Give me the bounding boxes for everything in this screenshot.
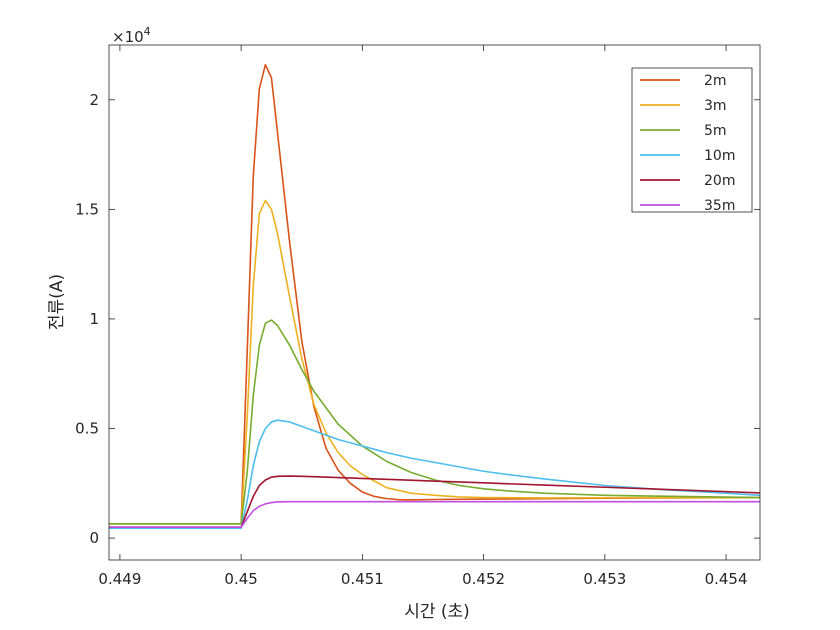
x-axis-label: 시간 (초) [404, 602, 470, 622]
x-tick-label: 0.453 [583, 570, 626, 588]
y-axis-label: 전류(A) [47, 274, 67, 330]
series-line-3m [109, 199, 760, 525]
x-tick-label: 0.452 [462, 570, 505, 588]
y-axis-exponent: ×104 [112, 25, 151, 46]
series-line-20m [109, 475, 760, 528]
y-axis-ticks: 0 0.5 1 1.5 2 [75, 91, 760, 547]
series-line-5m [109, 319, 760, 525]
y-tick-label: 0 [89, 529, 99, 547]
x-tick-label: 0.449 [98, 570, 141, 588]
y-tick-label: 1.5 [75, 200, 99, 218]
legend-label-20m: 20m [704, 173, 735, 189]
x-tick-label: 0.45 [224, 570, 257, 588]
y-tick-label: 2 [89, 91, 99, 109]
series-lines [109, 63, 760, 530]
legend-label-5m: 5m [704, 123, 727, 139]
series-line-35m [109, 500, 760, 528]
series-line-2m [109, 63, 760, 525]
legend-label-2m: 2m [704, 73, 727, 89]
legend-label-10m: 10m [704, 148, 735, 164]
x-tick-label: 0.451 [341, 570, 384, 588]
legend-box [631, 67, 753, 213]
legend-label-35m: 35m [704, 198, 735, 214]
x-tick-label: 0.454 [705, 570, 748, 588]
x-axis-ticks: 0.449 0.45 0.451 0.452 0.453 0.454 [98, 45, 748, 588]
legend: 2m 3m 5m 10m 20m 35m [631, 67, 753, 214]
y-tick-label: 1 [89, 310, 99, 328]
axes-outline [108, 44, 761, 561]
legend-label-3m: 3m [704, 98, 727, 114]
axes-border [108, 44, 761, 561]
series-line-10m [109, 419, 760, 530]
y-tick-label: 0.5 [75, 420, 99, 438]
